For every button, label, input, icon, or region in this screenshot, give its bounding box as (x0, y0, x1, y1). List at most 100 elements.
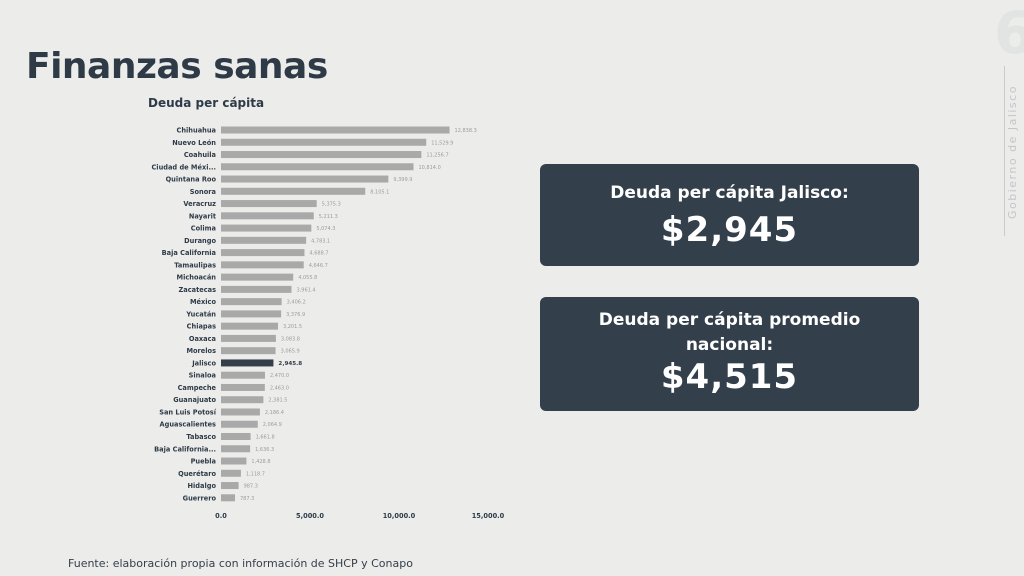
value-label: 12,838.3 (455, 128, 477, 134)
x-tick-label: 5,000.0 (296, 512, 324, 520)
value-label: 10,814.0 (418, 165, 440, 171)
bar (221, 433, 251, 440)
bar (221, 224, 312, 232)
category-label: Sinaloa (189, 372, 216, 380)
value-label: 11,256.7 (426, 153, 448, 159)
category-label: Campeche (178, 384, 217, 392)
category-label: Guerrero (183, 494, 217, 502)
value-label: 5,375.3 (322, 202, 341, 208)
x-tick-label: 0.0 (215, 512, 227, 520)
value-label: 1,661.8 (256, 435, 275, 441)
national-debt-card: Deuda per cápita promedio nacional: $4,5… (540, 297, 919, 411)
value-label: 3,961.4 (297, 287, 316, 293)
category-label: Yucatán (185, 310, 216, 318)
bar (221, 298, 282, 306)
category-label: Colima (191, 225, 216, 233)
source-footnote: Fuente: elaboración propia con informaci… (68, 557, 413, 570)
value-label: 987.3 (244, 484, 258, 490)
bar (221, 261, 304, 269)
category-label: Michoacán (177, 274, 217, 282)
value-label: 2,470.0 (270, 373, 289, 379)
value-label: 4,783.1 (311, 238, 330, 244)
page-title: Finanzas sanas (26, 46, 328, 87)
value-label: 3,406.2 (287, 300, 306, 306)
bar (221, 138, 427, 146)
value-label: 2,064.9 (263, 422, 282, 428)
bar (221, 310, 282, 318)
category-label: Zacatecas (179, 286, 217, 294)
category-label: Querétaro (178, 470, 216, 478)
national-debt-label: Deuda per cápita promedio nacional: (598, 310, 861, 355)
chart-title: Deuda per cápita (148, 96, 265, 110)
value-label: 2,945.8 (278, 361, 302, 367)
national-debt-value: $4,515 (660, 357, 799, 397)
value-label: 1,118.7 (246, 471, 265, 477)
category-label: Ciudad de Méxi... (151, 163, 216, 171)
value-label: 4,055.8 (298, 275, 317, 281)
category-label: México (190, 298, 216, 306)
bar (221, 285, 292, 293)
value-label: 3,083.8 (281, 336, 300, 342)
bar (221, 420, 258, 428)
category-label: Hidalgo (188, 482, 217, 490)
bar (221, 396, 264, 404)
brand-logo-mark: 6 (994, 0, 1024, 67)
category-label: Guanajuato (173, 396, 216, 404)
category-label: Morelos (186, 347, 216, 355)
bar (221, 334, 276, 342)
category-label: Tamaulipas (174, 261, 216, 269)
highlight-bar (221, 359, 274, 367)
bar (221, 163, 414, 171)
bar (221, 151, 422, 159)
bar (221, 383, 265, 391)
category-label: Veracruz (183, 200, 216, 208)
value-label: 2,186.4 (265, 410, 284, 416)
bar (221, 187, 366, 195)
bar (221, 200, 317, 208)
category-label: Oaxaca (189, 335, 216, 343)
category-label: Durango (184, 237, 216, 245)
category-label: Aguascalientes (160, 421, 217, 429)
category-label: Sonora (190, 188, 216, 196)
value-label: 1,428.8 (251, 459, 270, 465)
bar (221, 322, 278, 330)
value-label: 4,688.7 (309, 251, 328, 257)
bar (221, 457, 247, 465)
bar (221, 273, 294, 281)
category-label: Chihuahua (177, 127, 216, 135)
value-label: 11,529.9 (431, 140, 453, 146)
category-label: Jalisco (191, 359, 216, 367)
category-label: Baja California (162, 249, 216, 257)
bar (221, 445, 251, 453)
value-label: 3,376.9 (286, 312, 305, 318)
category-label: Quintana Roo (166, 176, 217, 184)
brand-text: Gobierno de Jalisco (1006, 85, 1019, 220)
x-tick-label: 15,000.0 (472, 512, 505, 520)
bar (221, 408, 260, 416)
value-label: 787.3 (240, 496, 254, 502)
bar (221, 126, 450, 134)
category-label: Chiapas (187, 323, 216, 331)
x-tick-label: 10,000.0 (383, 512, 416, 520)
category-label: Nuevo León (172, 139, 216, 147)
value-label: 4,646.7 (309, 263, 328, 269)
debt-per-capita-bar-chart: Chihuahua 12,838.3 Nuevo León 11,529.9 Coahu… (151, 126, 505, 520)
bar (221, 482, 239, 490)
value-label: 3,201.5 (283, 324, 302, 330)
bar (221, 249, 305, 257)
bar (221, 494, 236, 502)
value-label: 5,074.3 (316, 226, 335, 232)
value-label: 1,636.3 (255, 447, 274, 453)
value-label: 5,211.3 (319, 214, 338, 220)
value-label: 3,065.9 (281, 349, 300, 355)
bar (221, 212, 314, 220)
value-label: 2,463.0 (270, 385, 289, 391)
bar (221, 371, 265, 379)
value-label: 9,399.9 (393, 177, 412, 183)
bar (221, 347, 276, 355)
category-label: Coahuila (184, 151, 216, 159)
category-label: Tabasco (186, 433, 216, 441)
category-label: San Luis Potosí (159, 408, 217, 416)
value-label: 8,105.1 (370, 189, 389, 195)
bar (221, 469, 241, 477)
